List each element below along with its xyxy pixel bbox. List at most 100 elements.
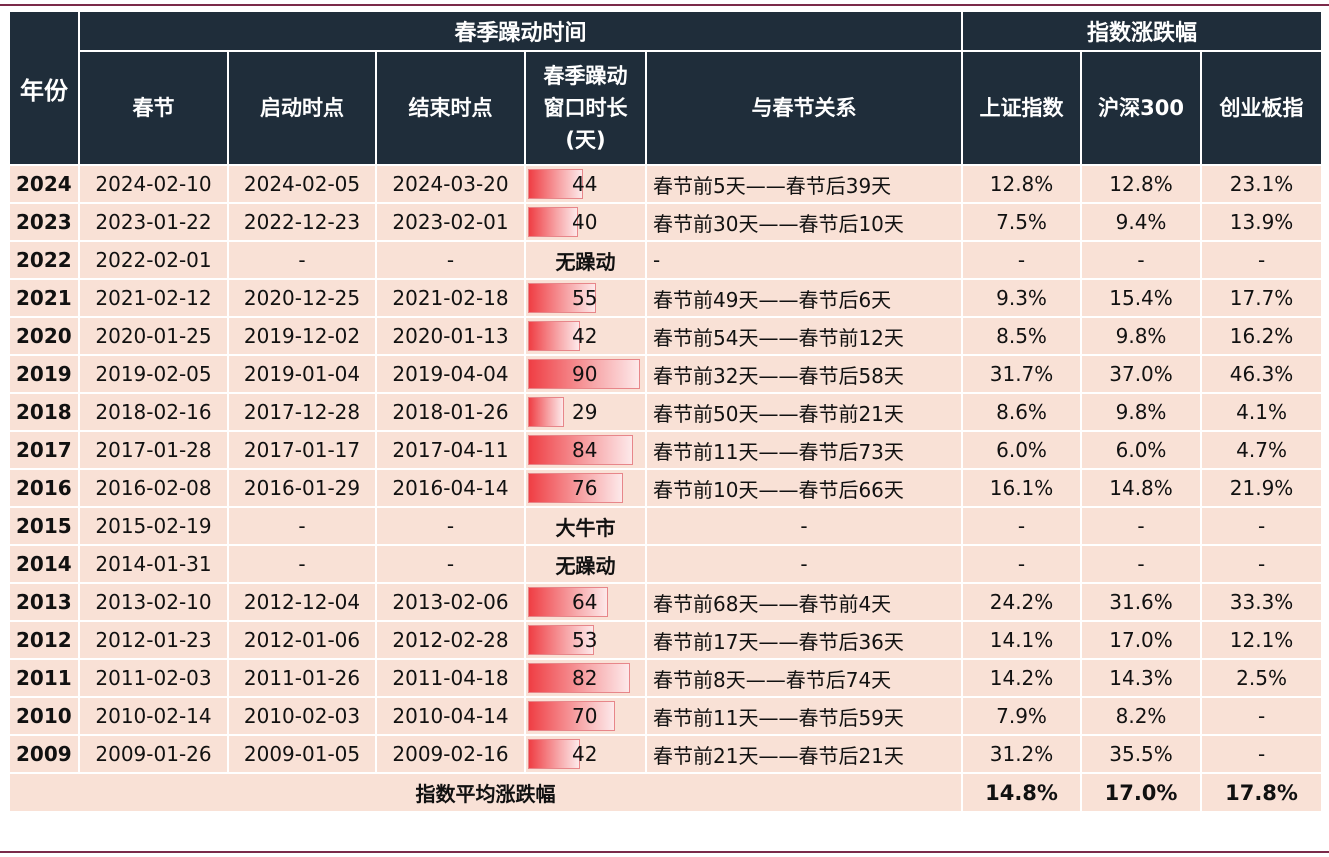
start-date-header: 启动时点 [227, 50, 377, 166]
cyb-index-cell: 33.3% [1200, 582, 1324, 622]
start-date-cell: 2024-02-05 [227, 164, 377, 204]
start-date-cell: 2020-12-25 [227, 278, 377, 318]
index-group-header: 指数涨跌幅 [961, 10, 1324, 52]
cyb-index-cell: 17.7% [1200, 278, 1324, 318]
cyb-index-cell: 4.7% [1200, 430, 1324, 470]
relation-cell: 春节前10天——春节后66天 [644, 468, 964, 508]
duration-bar [528, 701, 615, 731]
end-date-cell: 2012-02-28 [375, 620, 526, 660]
cyb-index-cell: 46.3% [1200, 354, 1324, 394]
start-date-cell: 2019-01-04 [227, 354, 377, 394]
relation-cell: - [644, 506, 964, 546]
cyb-index-header: 创业板指 [1200, 50, 1324, 166]
end-date-cell: 2009-02-16 [375, 734, 526, 774]
duration-value: 82 [572, 666, 598, 690]
cyb-index-cell: 2.5% [1200, 658, 1324, 698]
hs300-cell: 8.2% [1080, 696, 1203, 736]
start-date-cell: 2009-01-05 [227, 734, 377, 774]
start-date-cell: - [227, 506, 377, 546]
duration-bar [528, 359, 640, 389]
duration-value: 55 [572, 286, 598, 310]
sh-index-cell: 8.6% [961, 392, 1083, 432]
duration-bar [528, 663, 630, 693]
year-cell: 2017 [8, 430, 80, 470]
start-date-cell: 2012-01-06 [227, 620, 377, 660]
year-cell: 2023 [8, 202, 80, 242]
table-row: 2022 2022-02-01- - 无躁动 - - - - [8, 240, 1324, 280]
table-row: 2015 2015-02-19- - 大牛市 - - - - [8, 506, 1324, 546]
duration-header: 春季躁动 窗口时长 (天) [524, 50, 647, 166]
cyb-index-cell: 23.1% [1200, 164, 1324, 204]
duration-cell: 40 [524, 202, 647, 242]
spring-festival-cell: 2012-01-23 [78, 620, 229, 660]
table-row: 2010 2010-02-14 2010-02-03 2010-04-14 70 春节前1… [8, 696, 1324, 736]
average-cyb: 17.8% [1200, 772, 1324, 813]
relation-cell: 春节前54天——春节前12天 [644, 316, 964, 356]
duration-bar [528, 207, 578, 237]
duration-bar [528, 587, 608, 617]
year-cell: 2012 [8, 620, 80, 660]
cyb-index-cell: - [1200, 734, 1324, 774]
duration-header-line2: 窗口时长 [543, 96, 628, 120]
year-cell: 2018 [8, 392, 80, 432]
hs300-cell: - [1080, 544, 1203, 584]
start-date-cell: 2017-01-17 [227, 430, 377, 470]
cyb-index-cell: 16.2% [1200, 316, 1324, 356]
table-row: 2009 2009-01-26 2009-01-05 2009-02-16 42 春节前2… [8, 734, 1324, 774]
start-date-cell: - [227, 240, 377, 280]
end-date-cell: 2019-04-04 [375, 354, 526, 394]
sh-index-cell: 9.3% [961, 278, 1083, 318]
sh-index-cell: 31.2% [961, 734, 1083, 774]
duration-value: 70 [572, 704, 598, 728]
year-cell: 2021 [8, 278, 80, 318]
spring-rally-table: 年份 春季躁动时间 指数涨跌幅 春节 启动时点 结束时点 春季躁动 窗口时长 (… [7, 10, 1324, 813]
relation-cell: 春节前49天——春节后6天 [644, 278, 964, 318]
duration-cell: 44 [524, 164, 647, 204]
duration-value: 29 [572, 400, 598, 424]
table-row: 2011 2011-02-03 2011-01-26 2011-04-18 82 春节前8… [8, 658, 1324, 698]
spring-festival-header: 春节 [78, 50, 229, 166]
end-date-header: 结束时点 [375, 50, 526, 166]
relation-cell: 春节前11天——春节后73天 [644, 430, 964, 470]
window-group-header: 春季躁动时间 [77, 10, 964, 52]
duration-bar [528, 473, 623, 503]
end-date-cell: 2010-04-14 [375, 696, 526, 736]
table-row: 2013 2013-02-10 2012-12-04 2013-02-06 64 春节前6… [8, 582, 1324, 622]
duration-cell: 70 [524, 696, 647, 736]
spring-festival-cell: 2014-01-31 [78, 544, 229, 584]
table-row: 2019 2019-02-05 2019-01-04 2019-04-04 90 春节前3… [8, 354, 1324, 394]
relation-cell: 春节前11天——春节后59天 [644, 696, 964, 736]
year-cell: 2019 [8, 354, 80, 394]
end-date-cell: 2011-04-18 [375, 658, 526, 698]
duration-cell: 42 [524, 734, 647, 774]
duration-bar [528, 397, 564, 427]
sh-index-cell: - [961, 544, 1083, 584]
spring-festival-cell: 2010-02-14 [78, 696, 229, 736]
duration-value: 40 [572, 210, 598, 234]
sh-index-cell: - [961, 506, 1083, 546]
cyb-index-cell: 12.1% [1200, 620, 1324, 660]
relation-cell: 春节前17天——春节后36天 [644, 620, 964, 660]
cyb-index-cell: - [1200, 240, 1324, 280]
sh-index-cell: 31.7% [961, 354, 1083, 394]
cyb-index-cell: 4.1% [1200, 392, 1324, 432]
sh-index-cell: 14.1% [961, 620, 1083, 660]
start-date-cell: 2022-12-23 [227, 202, 377, 242]
sh-index-cell: - [961, 240, 1083, 280]
year-cell: 2022 [8, 240, 80, 280]
year-cell: 2015 [8, 506, 80, 546]
duration-cell: 84 [524, 430, 647, 470]
spring-festival-cell: 2017-01-28 [78, 430, 229, 470]
duration-value: 42 [572, 324, 598, 348]
sh-index-cell: 7.9% [961, 696, 1083, 736]
year-header: 年份 [8, 10, 80, 166]
duration-cell: 82 [524, 658, 647, 698]
hs300-cell: 35.5% [1080, 734, 1203, 774]
hs300-cell: 17.0% [1080, 620, 1203, 660]
duration-header-line1: 春季躁动 [543, 64, 628, 88]
spring-festival-cell: 2016-02-08 [78, 468, 229, 508]
spring-festival-cell: 2018-02-16 [78, 392, 229, 432]
sh-index-cell: 6.0% [961, 430, 1083, 470]
spring-festival-cell: 2023-01-22 [78, 202, 229, 242]
relation-cell: 春节前5天——春节后39天 [644, 164, 964, 204]
